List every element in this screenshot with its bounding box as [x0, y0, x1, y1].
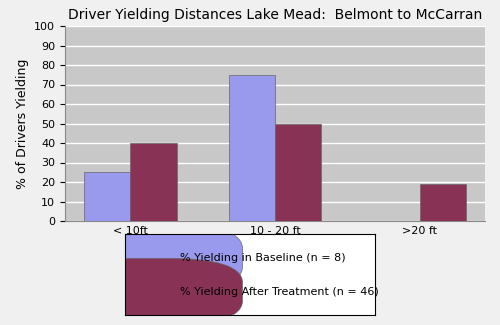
Bar [84, 172, 130, 221]
Text: % Yielding After Treatment (n = 46): % Yielding After Treatment (n = 46) [180, 287, 379, 297]
X-axis label: Yielding Distance: Yielding Distance [214, 241, 336, 254]
Y-axis label: % of Drivers Yielding: % of Drivers Yielding [16, 58, 28, 189]
Bar [130, 143, 176, 221]
Bar [228, 75, 275, 221]
Text: % Yielding in Baseline (n = 8): % Yielding in Baseline (n = 8) [180, 253, 346, 263]
FancyBboxPatch shape [62, 258, 242, 325]
Title: Driver Yielding Distances Lake Mead:  Belmont to McCarran: Driver Yielding Distances Lake Mead: Bel… [68, 8, 482, 22]
FancyBboxPatch shape [62, 224, 242, 291]
Bar [420, 184, 466, 221]
Bar [275, 124, 322, 221]
